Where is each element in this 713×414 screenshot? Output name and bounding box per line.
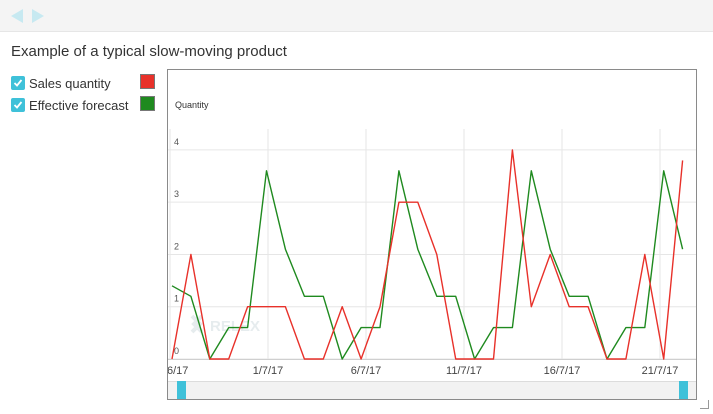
legend-item-sales[interactable]: Sales quantity <box>11 74 111 92</box>
x-tick-label: 6/7/17 <box>351 365 382 377</box>
x-tick-label: 16/7/17 <box>544 365 581 377</box>
y-tick-label: 3 <box>174 189 179 199</box>
chart-frame: 0 1 2 3 4 Quantity 26/6/17 1/7/17 6/7/17 11/7/17 1… <box>152 69 697 400</box>
scrollbar-track <box>168 381 696 399</box>
scrollbar-right-handle[interactable] <box>679 381 688 399</box>
x-tick-label: 11/7/17 <box>446 365 482 377</box>
forward-arrow-icon[interactable] <box>30 7 46 25</box>
top-toolbar <box>0 0 713 32</box>
y-tick-label: 2 <box>174 241 179 251</box>
x-tick-label: 26/6/17 <box>168 365 188 377</box>
sales-checkbox[interactable] <box>11 76 25 90</box>
sales-series-line <box>171 149 684 360</box>
y-axis-label: Quantity <box>175 100 209 110</box>
sales-color-swatch[interactable] <box>140 74 155 89</box>
back-arrow-icon[interactable] <box>9 7 25 25</box>
y-tick-label: 0 <box>174 346 179 356</box>
watermark-text: RELEX <box>210 318 260 335</box>
forecast-series-line <box>171 170 684 360</box>
forecast-color-swatch[interactable] <box>140 96 155 111</box>
y-tick-label: 1 <box>174 294 179 304</box>
x-tick-label: 1/7/17 <box>253 365 284 377</box>
chart-title: Example of a typical slow-moving product <box>11 43 287 60</box>
watermark-icon <box>190 314 204 334</box>
resize-handle-icon[interactable] <box>700 400 709 409</box>
x-tick-label: 21/7/17 <box>642 365 679 377</box>
forecast-checkbox[interactable] <box>11 98 25 112</box>
scrollbar-left-handle[interactable] <box>177 381 186 399</box>
relex-watermark: RELEX <box>190 314 260 335</box>
legend-item-forecast[interactable]: Effective forecast <box>11 96 128 114</box>
forecast-legend-label: Effective forecast <box>29 97 129 113</box>
y-tick-label: 4 <box>174 137 179 147</box>
sales-legend-label: Sales quantity <box>29 75 111 91</box>
line-chart: 0 1 2 3 4 Quantity 26/6/17 1/7/17 6/7/17 11/7/17 1… <box>152 100 696 399</box>
